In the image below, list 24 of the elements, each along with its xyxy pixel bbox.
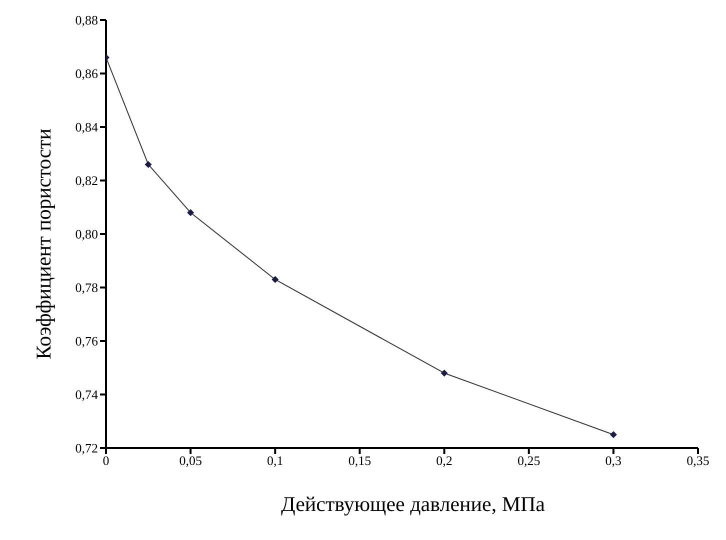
x-tick-label: 0,25 bbox=[517, 453, 540, 468]
y-tick-label: 0,78 bbox=[75, 280, 98, 296]
point bbox=[272, 276, 279, 283]
x-tick-label: 0,35 bbox=[686, 453, 710, 468]
y-tick-label: 0,80 bbox=[75, 226, 98, 242]
y-tick-label: 0,74 bbox=[75, 387, 98, 402]
point bbox=[144, 160, 152, 168]
y-tick-label: 0,82 bbox=[75, 173, 98, 188]
y-tick-label: 0,84 bbox=[75, 120, 98, 135]
x-tick-label: 0,3 bbox=[605, 453, 622, 468]
y-tick-label: 0,76 bbox=[75, 334, 98, 349]
y-tick-label: 0,86 bbox=[75, 66, 98, 82]
x-axis-title: Действующее давление, МПа bbox=[280, 492, 546, 517]
point bbox=[187, 209, 194, 216]
y-axis-title: Коэффициент пористости bbox=[32, 128, 56, 360]
point bbox=[610, 431, 617, 438]
x-tick-label: 0,2 bbox=[436, 453, 452, 468]
x-tick-label: 0,05 bbox=[179, 453, 202, 468]
x-tick-label: 0,1 bbox=[267, 453, 284, 468]
point bbox=[440, 370, 448, 377]
y-tick-label: 0,88 bbox=[75, 12, 98, 28]
x-tick-label: 0 bbox=[102, 453, 110, 468]
y-tick-label: 0,72 bbox=[75, 440, 98, 456]
x-tick-label: 0,15 bbox=[348, 453, 372, 468]
